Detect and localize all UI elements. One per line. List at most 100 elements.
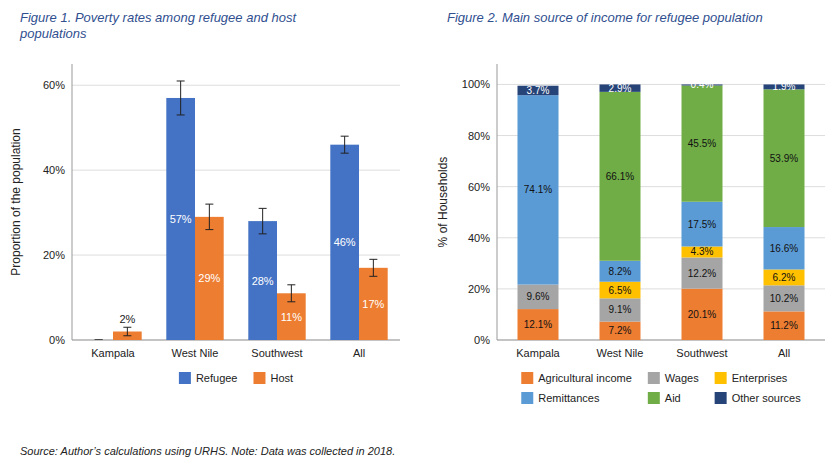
bar (330, 145, 359, 340)
data-label: 2% (119, 313, 135, 325)
title-line: populations (19, 26, 87, 41)
bar-segment (600, 298, 641, 321)
title-line: Figure 1. Poverty rates among refugee an… (20, 10, 297, 25)
y-axis-label: % of Households (436, 157, 450, 248)
bar-segment (682, 289, 723, 340)
error-bar-stem (127, 327, 128, 335)
chart-title: Figure 1. Poverty rates among refugee an… (19, 10, 297, 41)
error-bar-cap (341, 153, 349, 154)
legend-swatch (715, 392, 727, 404)
error-bar-cap (259, 233, 267, 234)
error-bar-stem (344, 136, 345, 153)
legend-item: Enterprises (715, 372, 788, 384)
bar (84, 340, 113, 341)
error-bar (341, 136, 349, 153)
legend-label: Wages (665, 372, 699, 384)
x-tick-label: Kampala (516, 347, 560, 359)
legend-item: Other sources (715, 392, 802, 404)
legend-label: Other sources (732, 392, 802, 404)
data-label: 17% (362, 298, 384, 310)
data-label: 1.9% (773, 81, 796, 92)
bar-segment (682, 257, 723, 288)
x-tick-label: West Nile (172, 347, 219, 359)
bar-segment (518, 86, 559, 95)
legend: Refugee Host (179, 372, 293, 384)
data-label: 11.2% (770, 320, 798, 331)
bar-segment (682, 246, 723, 257)
bar (359, 268, 388, 340)
bar-segment (600, 322, 641, 340)
data-label: 53.9% (770, 153, 798, 164)
bar-segment (518, 95, 559, 284)
x-tick-label: All (778, 347, 790, 359)
legend-label: Aid (665, 392, 681, 404)
error-bar (123, 327, 131, 335)
data-label: 7.2% (609, 325, 632, 336)
legend-swatch (648, 372, 660, 384)
y-axis-label: Proportion of the population (9, 128, 23, 275)
data-label: 9.1% (609, 304, 632, 315)
legend-item: Refugee (179, 372, 238, 384)
x-tick-label: All (353, 347, 365, 359)
error-bar-cap (95, 340, 103, 341)
plot-marks (518, 84, 805, 340)
data-label: 57% (170, 213, 192, 225)
bar-segment (518, 285, 559, 310)
bar (195, 217, 224, 340)
y-tick-label: 0% (49, 334, 65, 346)
bar-segment (600, 282, 641, 299)
bar-segment (600, 261, 641, 282)
y-tick-label: 20% (468, 283, 490, 295)
legend-label: Host (270, 372, 293, 384)
chart-title: Figure 2. Main source of income for refu… (447, 10, 763, 25)
chart-panel: Figure 1. Poverty rates among refugee an… (9, 10, 400, 384)
y-tick-label: 0% (474, 334, 490, 346)
legend-label: Agricultural income (538, 372, 632, 384)
data-label: 20.1% (688, 309, 716, 320)
error-bar-cap (369, 259, 377, 260)
error-bar-stem (209, 204, 210, 229)
bar-segment (764, 285, 805, 311)
error-bar-stem (291, 285, 292, 302)
bar-segment (600, 92, 641, 261)
legend-item: Wages (648, 372, 699, 384)
data-labels: 12.1%7.2%20.1%11.2%9.6%9.1%12.2%10.2%6.5… (524, 79, 798, 336)
data-label: 3.7% (527, 85, 550, 96)
error-bar-cap (369, 276, 377, 277)
y-tick-label: 80% (468, 130, 490, 142)
data-label: 10.2% (770, 293, 798, 304)
data-label: 8.2% (609, 266, 632, 277)
bar-segment (764, 269, 805, 285)
error-bar (205, 204, 213, 229)
data-label: 9.6% (527, 291, 550, 302)
legend-item: Remittances (521, 392, 600, 404)
error-bar-stem (180, 81, 181, 115)
data-label: 66.1% (606, 171, 634, 182)
error-bar-cap (259, 208, 267, 209)
x-tick-label: Southwest (251, 347, 302, 359)
x-tick-label: West Nile (597, 347, 644, 359)
error-bar-stem (373, 259, 374, 276)
error-bar-stem (262, 208, 263, 233)
error-bar-cap (287, 284, 295, 285)
data-label: 12.1% (524, 319, 552, 330)
error-bar-cap (205, 229, 213, 230)
plot-marks (95, 81, 388, 340)
legend-label: Remittances (538, 392, 600, 404)
data-label: 0.4% (691, 79, 714, 90)
legend-swatch (648, 392, 660, 404)
legend-item: Host (253, 372, 293, 384)
data-label: 29% (198, 272, 220, 284)
bar-segment (764, 311, 805, 340)
error-bar (369, 259, 377, 276)
data-labels: 57%28%46%2%29%11%17% (119, 213, 384, 325)
legend-swatch (253, 372, 265, 384)
y-tick-label: 60% (43, 79, 65, 91)
legend-item: Agricultural income (521, 372, 632, 384)
bar-segment (682, 202, 723, 247)
grid-line (72, 85, 400, 86)
x-tick-label: Southwest (676, 347, 727, 359)
error-bar-cap (287, 301, 295, 302)
data-label: 4.3% (691, 246, 714, 257)
y-tick-label: 40% (468, 232, 490, 244)
